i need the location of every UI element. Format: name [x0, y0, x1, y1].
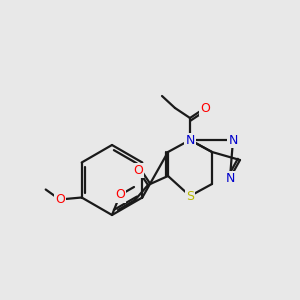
Text: N: N — [228, 134, 238, 146]
Text: N: N — [185, 134, 195, 146]
Text: O: O — [55, 193, 64, 206]
Text: O: O — [133, 164, 143, 176]
Text: S: S — [186, 190, 194, 202]
Text: O: O — [200, 101, 210, 115]
Text: O: O — [115, 188, 125, 202]
Text: N: N — [225, 172, 235, 184]
